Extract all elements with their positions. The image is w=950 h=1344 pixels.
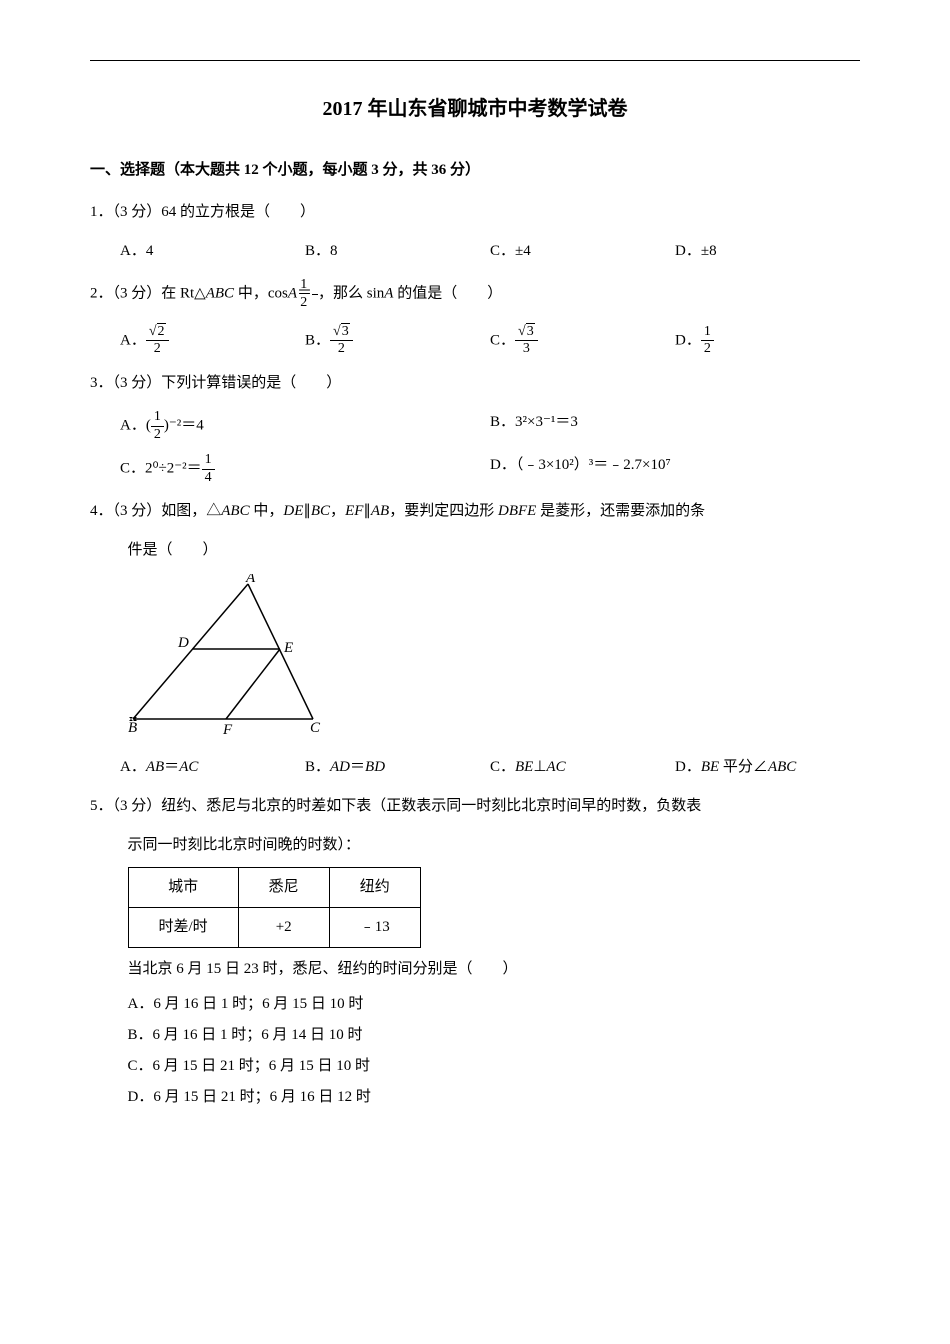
q5-option-b: B．6 月 16 日 1 时；6 月 14 日 10 时 [90, 1022, 860, 1049]
q2-a: A [288, 286, 297, 302]
table-header-city: 城市 [128, 868, 238, 908]
q3-option-b: B．3²×3⁻¹＝3 [490, 409, 860, 444]
svg-text:F: F [222, 722, 233, 734]
table-header-sydney: 悉尼 [238, 868, 329, 908]
q4-options: A．AB＝AC B．AD＝BD C．BE⊥AC D．BE 平分∠ABC [90, 754, 860, 781]
q2-prefix: 2．（3 分）在 Rt△ [90, 286, 206, 302]
q5-option-a: A．6 月 16 日 1 时；6 月 15 日 10 时 [90, 991, 860, 1018]
q2-mid1: 中，cos [234, 286, 288, 302]
table-row-label: 时差/时 [128, 908, 238, 948]
q5-option-c: C．6 月 15 日 21 时；6 月 15 日 10 时 [90, 1053, 860, 1080]
q5-table: 城市 悉尼 纽约 时差/时 +2 ﹣13 [128, 867, 421, 948]
svg-text:E: E [283, 640, 293, 656]
q4-option-d: D．BE 平分∠ABC [675, 754, 860, 781]
triangle-diagram: A B C D E F [128, 574, 328, 734]
q2-mid3: ，那么 sin [318, 286, 384, 302]
q4-figure: A B C D E F [128, 574, 861, 744]
q3-stem: 3．（3 分）下列计算错误的是（ ） [90, 375, 341, 391]
question-2: 2．（3 分）在 Rt△ABC 中，cosA＝12，那么 sinA 的值是（ ） [90, 277, 860, 312]
q3-option-a: A．(12)⁻²＝4 [120, 409, 490, 444]
q3-options-row1: A．(12)⁻²＝4 B．3²×3⁻¹＝3 [90, 409, 860, 444]
q1-option-a: A．4 [120, 238, 305, 265]
q2-option-b: B．√32 [305, 324, 490, 359]
section-heading: 一、选择题（本大题共 12 个小题，每小题 3 分，共 36 分） [90, 157, 860, 184]
q5-stem3: 当北京 6 月 15 日 23 时，悉尼、纽约的时间分别是（ ） [90, 956, 860, 983]
q5-option-d: D．6 月 15 日 21 时；6 月 16 日 12 时 [90, 1084, 860, 1111]
question-4: 4．（3 分）如图，△ABC 中，DE∥BC，EF∥AB，要判定四边形 DBFE… [90, 498, 860, 525]
table-header-newyork: 纽约 [329, 868, 420, 908]
svg-text:A: A [245, 574, 256, 586]
q2-suffix: 的值是（ ） [393, 286, 502, 302]
q1-option-c: C．±4 [490, 238, 675, 265]
q5-stem2: 示同一时刻比北京时间晚的时数）： [90, 832, 860, 859]
q1-stem: 1．（3 分）64 的立方根是（ ） [90, 204, 315, 220]
question-1: 1．（3 分）64 的立方根是（ ） [90, 199, 860, 226]
q2-option-a: A．√22 [120, 324, 305, 359]
page-title: 2017 年山东省聊城市中考数学试卷 [90, 91, 860, 127]
q4-option-c: C．BE⊥AC [490, 754, 675, 781]
q2-option-c: C．√33 [490, 324, 675, 359]
q1-option-d: D．±8 [675, 238, 860, 265]
q5-stem1: 5．（3 分）纽约、悉尼与北京的时差如下表（正数表示同一时刻比北京时间早的时数，… [90, 798, 701, 814]
table-cell-newyork: ﹣13 [329, 908, 420, 948]
table-cell-sydney: +2 [238, 908, 329, 948]
q3-options-row2: C．2⁰÷2⁻²＝14 D．（﹣3×10²）³＝﹣2.7×10⁷ [90, 452, 860, 487]
q4-line2: 件是（ ） [90, 537, 860, 564]
svg-text:B: B [128, 720, 137, 734]
question-5: 5．（3 分）纽约、悉尼与北京的时差如下表（正数表示同一时刻比北京时间早的时数，… [90, 793, 860, 820]
q5-options: A．6 月 16 日 1 时；6 月 15 日 10 时 B．6 月 16 日 … [90, 991, 860, 1111]
svg-text:D: D [177, 635, 189, 651]
q4-option-a: A．AB＝AC [120, 754, 305, 781]
q1-option-b: B．8 [305, 238, 490, 265]
q2-options: A．√22 B．√32 C．√33 D．12 [90, 324, 860, 359]
q3-option-c: C．2⁰÷2⁻²＝14 [120, 452, 490, 487]
top-divider [90, 60, 860, 61]
svg-text:C: C [310, 720, 321, 734]
q2-option-d: D．12 [675, 324, 860, 359]
q3-option-d: D．（﹣3×10²）³＝﹣2.7×10⁷ [490, 452, 860, 487]
q2-abc: ABC [206, 286, 234, 302]
q4-option-b: B．AD＝BD [305, 754, 490, 781]
q1-options: A．4 B．8 C．±4 D．±8 [90, 238, 860, 265]
question-3: 3．（3 分）下列计算错误的是（ ） [90, 370, 860, 397]
